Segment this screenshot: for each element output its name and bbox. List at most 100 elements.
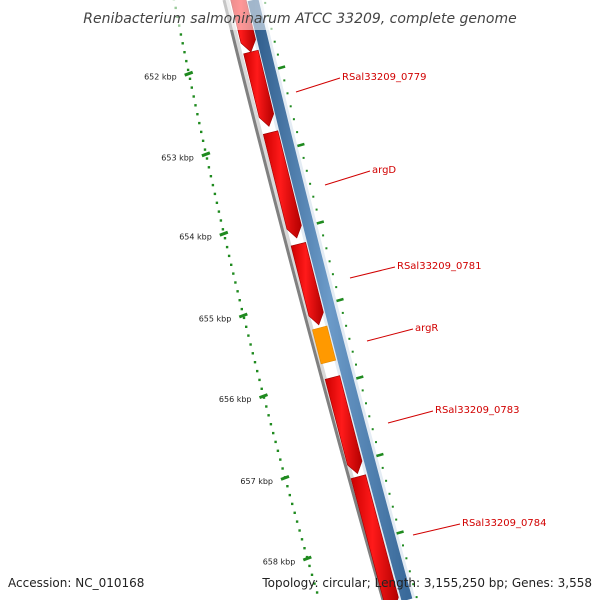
gene-label[interactable]: argR xyxy=(415,323,438,334)
major-tick xyxy=(184,70,194,77)
major-tick xyxy=(238,312,248,319)
minor-tick xyxy=(240,307,243,311)
minor-tick xyxy=(188,77,192,80)
minor-tick xyxy=(249,343,252,346)
minor-tick xyxy=(227,254,231,258)
labels-layer: RSal33209_0779 argD RSal33209_0781 argR RSal… xyxy=(295,72,546,536)
minor-tick xyxy=(207,166,211,169)
ticks-layer: 652 kbp 653 kbp 654 kbp 655 kbp 656 kbp 657 k… xyxy=(144,0,418,599)
gene-arrow[interactable] xyxy=(290,242,324,326)
minor-tick xyxy=(303,547,306,550)
outer-major-tick xyxy=(336,297,344,303)
gene-arrow[interactable] xyxy=(312,325,337,365)
minor-tick xyxy=(310,573,314,576)
major-tick xyxy=(201,151,211,158)
gene-arrow[interactable] xyxy=(324,375,363,475)
tick-label: 654 kbp xyxy=(179,233,212,242)
minor-tick xyxy=(203,148,207,151)
minor-tick xyxy=(194,104,197,107)
minor-tick xyxy=(308,564,311,568)
gene-label[interactable]: RSal33209_0784 xyxy=(462,518,546,529)
gene-label-leader xyxy=(349,266,396,279)
minor-tick xyxy=(253,361,257,364)
minor-tick xyxy=(313,582,316,585)
outer-minor-tick xyxy=(322,234,325,237)
gene-label[interactable]: RSal33209_0783 xyxy=(435,405,519,416)
tick-label: 657 kbp xyxy=(240,477,273,486)
strand-band-group xyxy=(244,0,416,600)
outer-minor-tick xyxy=(371,428,374,431)
minor-tick xyxy=(186,68,190,72)
tick-label: 655 kbp xyxy=(199,315,232,324)
outer-minor-tick xyxy=(365,402,367,405)
gene-arrow[interactable] xyxy=(243,49,275,127)
minor-tick xyxy=(217,210,221,213)
minor-tick xyxy=(295,520,299,523)
minor-tick xyxy=(221,228,225,231)
minor-tick xyxy=(213,192,217,196)
outer-minor-tick xyxy=(292,118,295,121)
gene-label-leader xyxy=(387,410,434,424)
minor-tick xyxy=(209,175,213,178)
tick-label: 656 kbp xyxy=(219,395,252,404)
outer-minor-tick xyxy=(276,53,279,56)
minor-tick xyxy=(293,511,296,514)
outer-minor-tick xyxy=(395,518,398,521)
backbone-line xyxy=(222,0,385,600)
outer-minor-tick xyxy=(312,195,315,198)
minor-tick xyxy=(232,272,235,275)
outer-major-tick xyxy=(316,220,325,225)
gene-label[interactable]: RSal33209_0781 xyxy=(397,261,481,272)
gene-label-leader xyxy=(324,170,371,186)
minor-tick xyxy=(315,591,319,594)
major-tick xyxy=(219,230,229,237)
outer-minor-tick xyxy=(286,92,289,95)
minor-tick xyxy=(276,449,280,452)
minor-tick xyxy=(262,396,266,399)
outer-minor-tick xyxy=(315,208,318,211)
map-title: Renibacterium salmoninarum ATCC 33209, c… xyxy=(83,11,516,27)
accession-text: Accession: NC_010168 xyxy=(8,576,144,590)
gene-label[interactable]: argD xyxy=(372,165,396,176)
outer-major-tick xyxy=(355,375,364,380)
minor-tick xyxy=(300,538,304,541)
strand-band xyxy=(247,0,413,600)
minor-tick xyxy=(256,369,259,373)
outer-minor-tick xyxy=(375,441,377,444)
outer-minor-tick xyxy=(345,324,348,327)
gene-label[interactable]: RSal33209_0779 xyxy=(342,72,426,83)
gene-arrow[interactable] xyxy=(350,474,399,600)
minor-tick xyxy=(200,130,203,134)
minor-tick xyxy=(183,51,186,54)
major-tick xyxy=(280,474,290,481)
minor-tick xyxy=(245,325,248,328)
outer-major-tick xyxy=(277,65,286,70)
genome-summary-text: Topology: circular; Length: 3,155,250 bp… xyxy=(261,576,592,590)
outer-minor-tick xyxy=(283,79,286,82)
outer-minor-tick xyxy=(328,260,331,263)
outer-minor-tick xyxy=(412,583,415,586)
outer-major-tick xyxy=(297,142,305,148)
minor-tick xyxy=(234,281,237,284)
minor-tick xyxy=(198,121,201,125)
minor-tick xyxy=(298,529,301,532)
minor-tick xyxy=(258,378,261,382)
outer-major-tick xyxy=(396,530,404,535)
minor-tick xyxy=(265,405,268,408)
minor-tick xyxy=(190,86,193,89)
gene-arrow[interactable] xyxy=(262,130,302,239)
minor-tick xyxy=(185,59,188,63)
outer-minor-tick xyxy=(325,247,328,250)
outer-minor-tick xyxy=(355,363,357,366)
gene-label-leader xyxy=(366,328,414,342)
outer-minor-tick xyxy=(335,286,338,289)
outer-minor-tick xyxy=(348,337,351,340)
gene-label-leader xyxy=(412,523,461,536)
minor-tick xyxy=(251,352,254,355)
minor-tick xyxy=(179,33,183,36)
minor-tick xyxy=(279,458,282,461)
outer-minor-tick xyxy=(289,105,292,108)
tick-label: 653 kbp xyxy=(161,153,194,162)
minor-tick xyxy=(286,485,289,488)
